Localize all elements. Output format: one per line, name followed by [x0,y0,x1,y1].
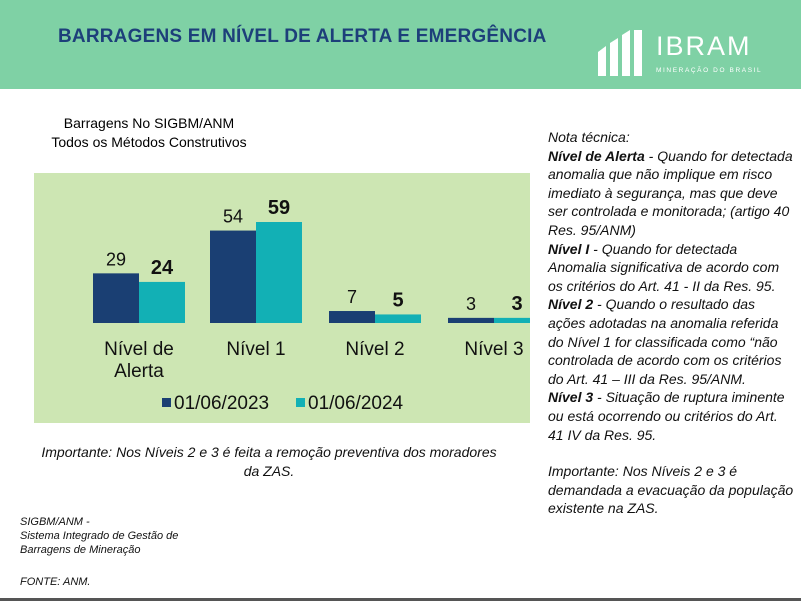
chart-panel: 29 54 7 3 24 59 5 3 Nível de Alerta Nível 1 Nível 2… [34,173,530,423]
bar [448,317,494,323]
logo-tagline: MINERAÇÃO DO BRASIL [656,67,763,74]
note-item: Nível I - Quando for detectada Anomalia … [548,240,796,296]
note-text: - Quando o resultado das ações adotadas … [548,296,782,387]
note-text: - Quando for detectada Anomalia signific… [548,240,780,294]
important-note-left: Importante: Nos Níveis 2 e 3 é feita a r… [41,444,497,479]
page-title: BARRAGENS EM NÍVEL DE ALERTA E EMERGÊNCI… [58,26,547,47]
source-line-2: Sistema Integrado de Gestão de [20,530,179,542]
legend-swatch [296,398,305,407]
note-important: Importante: Nos Níveis 2 e 3 é demandada… [548,463,794,517]
technical-note: Nota técnica: Nível de Alerta - Quando f… [548,128,796,518]
data-label: 29 [106,249,126,269]
data-label: 24 [151,257,174,279]
category-label: Nível 1 [226,339,285,360]
bar [139,281,185,323]
note-text: - Situação de ruptura iminente ou está o… [548,389,785,443]
note-text: - Quando for detectada anomalia que não … [548,147,793,238]
source-line-1: SIGBM/ANM - [20,516,90,528]
note-term: Nível 2 [548,296,594,313]
note-term: Nível I [548,240,590,257]
note-term: Nível de Alerta [548,147,645,164]
legend-label: 01/06/2023 [174,393,269,414]
logo-name: IBRAM [656,31,752,61]
category-label: Nível 2 [345,339,404,360]
note-term: Nível 3 [548,389,594,406]
note-item: Nível 3 - Situação de ruptura iminente o… [548,388,796,444]
note-item: Nível 2 - Quando o resultado das ações a… [548,295,796,388]
legend-swatch [162,398,171,407]
chart-title-line-2: Todos os Métodos Construtivos [51,134,247,150]
bar [329,311,375,323]
data-label: 3 [466,294,476,314]
bar [210,230,256,323]
source-fonte: FONTE: ANM. [20,576,91,588]
data-label: 3 [511,293,522,315]
bar [256,222,302,323]
source-line-3: Barragens de Mineração [20,544,141,556]
data-label: 54 [223,207,243,227]
ibram-logo-icon [598,30,642,76]
bar [93,273,139,323]
data-label: 7 [347,287,357,307]
header-banner: BARRAGENS EM NÍVEL DE ALERTA E EMERGÊNCI… [0,0,801,89]
data-label: 5 [392,289,403,311]
data-label: 59 [268,197,290,219]
bar-chart: 29 54 7 3 24 59 5 3 Nível de Alerta Nível 1 Nível 2… [93,197,530,414]
legend-label: 01/06/2024 [308,393,404,414]
chart-title-line-1: Barragens No SIGBM/ANM [63,115,235,131]
note-item: Nível de Alerta - Quando for detectada a… [548,147,796,240]
category-label: Nível 3 [464,339,523,360]
note-heading: Nota técnica: [548,129,630,145]
bottom-divider [0,598,801,601]
bar [375,314,421,323]
category-label: Nível de Alerta [104,339,174,382]
bar [494,317,530,323]
